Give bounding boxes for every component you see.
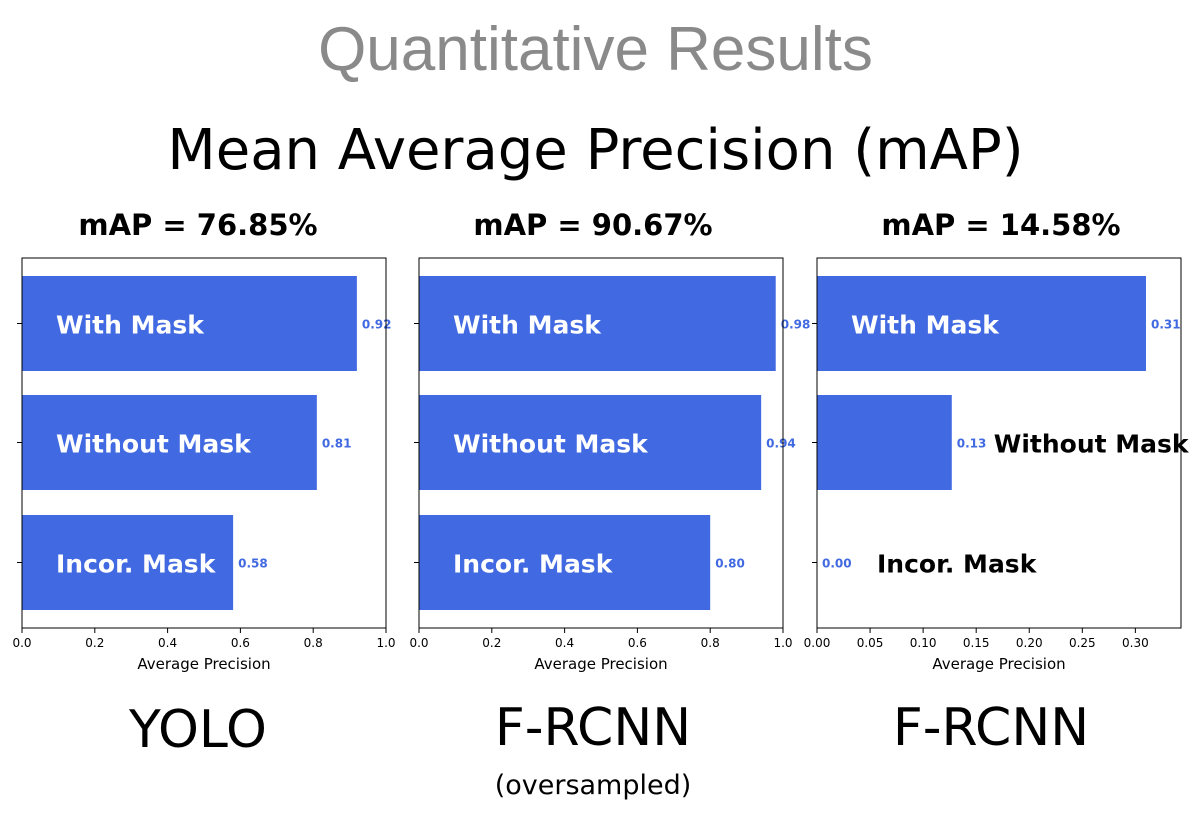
x-tick-label: 0.4: [555, 636, 574, 650]
map-label-yolo: mAP = 76.85%: [78, 208, 318, 242]
bar-category-label: Without Mask: [994, 430, 1190, 459]
plot-frame: [21, 257, 387, 629]
x-tick-label: 0.6: [231, 636, 250, 650]
x-tick-label: 0.2: [85, 636, 104, 650]
bar-value-label: 0.13: [957, 437, 987, 451]
bar-category-label: With Mask: [453, 311, 602, 340]
x-tick-label: 0.00: [804, 636, 831, 650]
x-tick-label: 0.8: [304, 636, 323, 650]
map-label-frcnn-oversampled: mAP = 90.67%: [473, 208, 713, 242]
x-tick-label: 0.25: [1069, 636, 1096, 650]
plot-frame: [816, 257, 1182, 629]
bar-category-label: Without Mask: [56, 430, 252, 459]
bar: [817, 276, 1146, 371]
x-tick-label: 0.2: [482, 636, 501, 650]
slide-subtitle: Mean Average Precision (mAP): [167, 118, 1024, 183]
bar: [22, 276, 357, 371]
bar-value-label: 0.94: [766, 437, 796, 451]
bar: [22, 395, 317, 490]
bar: [22, 515, 234, 610]
x-tick-label: 0.15: [963, 636, 990, 650]
bar-category-label: With Mask: [56, 311, 205, 340]
x-tick-label: 1.0: [773, 636, 792, 650]
model-name-frcnn: F-RCNN: [892, 698, 1090, 758]
bar-value-label: 0.00: [822, 557, 852, 571]
bar: [817, 395, 952, 490]
bar-value-label: 0.81: [322, 437, 352, 451]
x-axis-label: Average Precision: [932, 655, 1065, 673]
model-name-yolo: YOLO: [129, 700, 267, 760]
bar-category-label: Incor. Mask: [877, 550, 1038, 579]
x-tick-label: 0.6: [628, 636, 647, 650]
model-name-frcnn-oversampled: F-RCNN: [494, 698, 692, 758]
bar: [419, 276, 776, 371]
bar-value-label: 0.31: [1151, 318, 1181, 332]
x-tick-label: 0.8: [701, 636, 720, 650]
x-axis-label: Average Precision: [137, 655, 270, 673]
bar-value-label: 0.92: [362, 318, 392, 332]
bar-category-label: Incor. Mask: [56, 550, 217, 579]
bar: [419, 515, 711, 610]
x-axis-label: Average Precision: [534, 655, 667, 673]
x-tick-label: 1.0: [376, 636, 395, 650]
x-tick-label: 0.4: [158, 636, 177, 650]
model-note-oversampled: (oversampled): [494, 770, 692, 801]
bar-category-label: Without Mask: [453, 430, 649, 459]
bar: [419, 395, 762, 490]
plot-frame: [418, 257, 784, 629]
x-tick-label: 0.20: [1016, 636, 1043, 650]
x-tick-label: 0.0: [12, 636, 31, 650]
bar-value-label: 0.58: [238, 557, 268, 571]
bar-value-label: 0.98: [781, 318, 811, 332]
bar-value-label: 0.80: [715, 557, 745, 571]
bar-category-label: Incor. Mask: [453, 550, 614, 579]
x-tick-label: 0.10: [910, 636, 937, 650]
slide-title: Quantitative Results: [318, 15, 873, 84]
map-label-frcnn: mAP = 14.58%: [881, 208, 1121, 242]
x-tick-label: 0.30: [1122, 636, 1149, 650]
x-tick-label: 0.05: [857, 636, 884, 650]
bar-category-label: With Mask: [851, 311, 1000, 340]
x-tick-label: 0.0: [409, 636, 428, 650]
